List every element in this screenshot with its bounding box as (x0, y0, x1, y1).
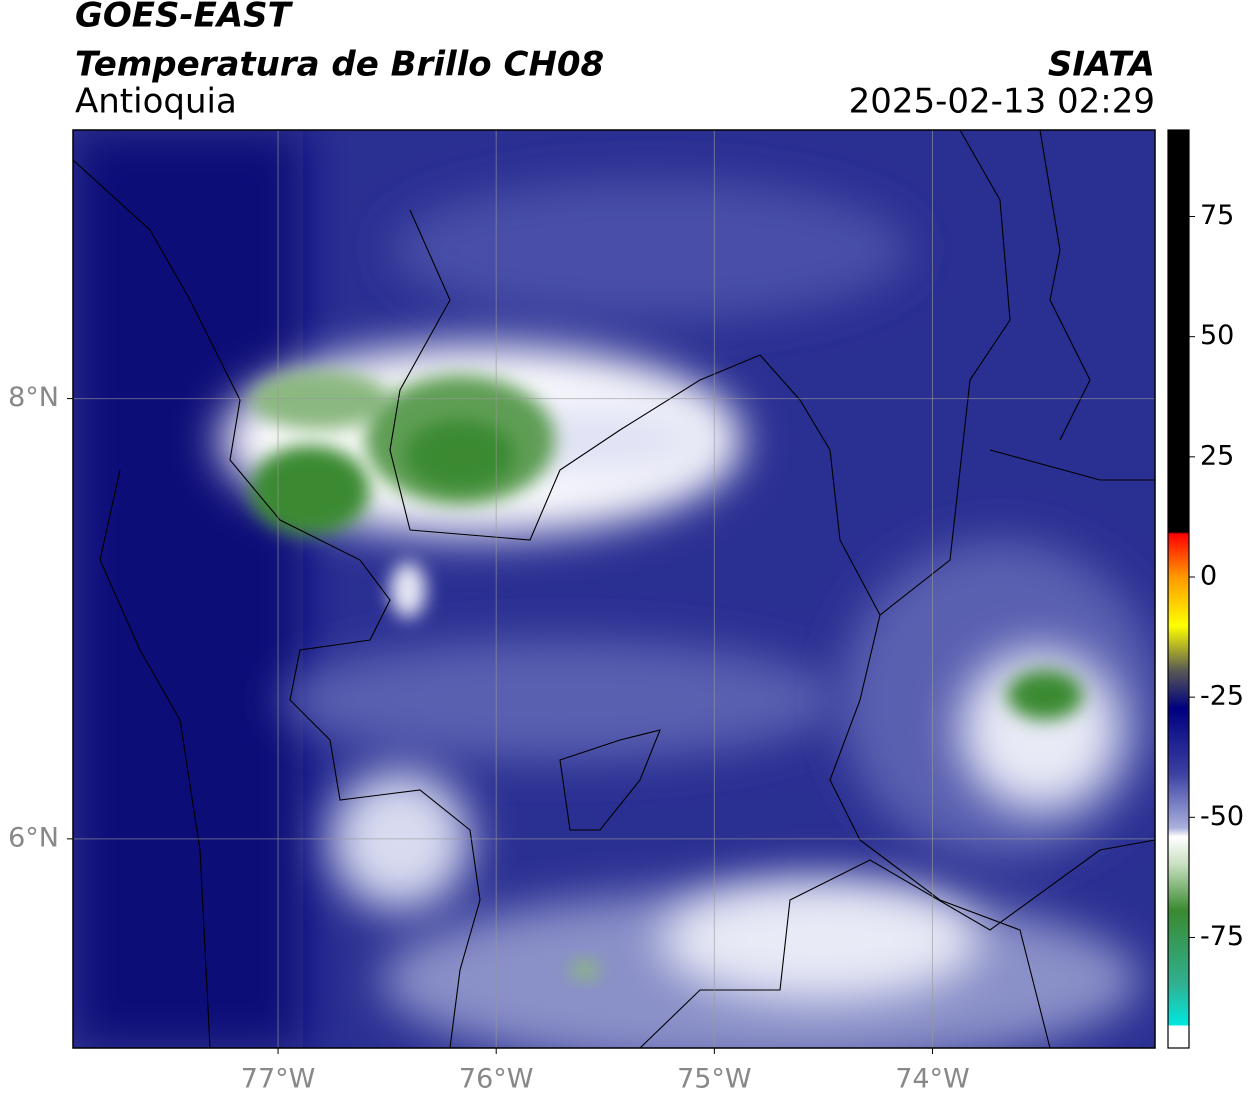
x-tick-label: 77°W (241, 1064, 316, 1095)
subtitle: Temperatura de Brillo CH08 (75, 45, 604, 85)
satellite-image (73, 130, 1155, 1048)
colorbar-tick-label: -75 (1200, 921, 1244, 952)
region: Antioquia (75, 82, 237, 122)
colorbar-tick-label: -25 (1200, 681, 1244, 712)
x-tick-label: 74°W (895, 1064, 970, 1095)
x-tick-label: 75°W (677, 1064, 752, 1095)
colorbar-tick-label: 50 (1200, 320, 1234, 351)
colorbar-tick-label: -50 (1200, 801, 1244, 832)
source: SIATA (1048, 45, 1155, 85)
title: GOES-EAST (75, 0, 294, 36)
colorbar (1167, 129, 1190, 1049)
x-tick-label: 76°W (459, 1064, 534, 1095)
map-frame (72, 129, 1156, 1049)
graticule (73, 130, 1155, 1048)
y-tick-label: 6°N (8, 822, 59, 853)
y-tick-label: 8°N (8, 382, 59, 413)
colorbar-tick-label: 25 (1200, 440, 1234, 471)
colorbar-tick-label: 0 (1200, 560, 1217, 591)
colorbar-tick-label: 75 (1200, 200, 1234, 231)
datetime: 2025-02-13 02:29 (849, 82, 1155, 122)
